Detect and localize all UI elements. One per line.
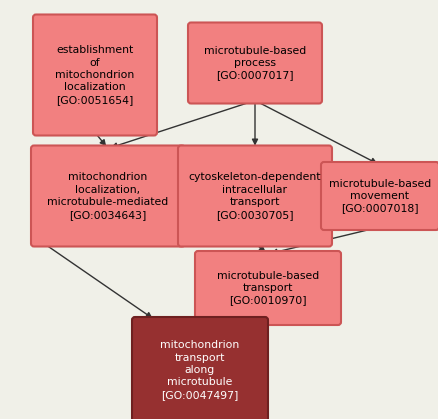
FancyBboxPatch shape xyxy=(194,251,340,325)
Text: microtubule-based
process
[GO:0007017]: microtubule-based process [GO:0007017] xyxy=(203,46,305,80)
Text: microtubule-based
transport
[GO:0010970]: microtubule-based transport [GO:0010970] xyxy=(216,271,318,305)
Text: microtubule-based
movement
[GO:0007018]: microtubule-based movement [GO:0007018] xyxy=(328,178,430,213)
Text: establishment
of
mitochondrion
localization
[GO:0051654]: establishment of mitochondrion localizat… xyxy=(55,45,134,105)
Text: cytoskeleton-dependent
intracellular
transport
[GO:0030705]: cytoskeleton-dependent intracellular tra… xyxy=(188,172,321,220)
FancyBboxPatch shape xyxy=(33,15,157,135)
Text: mitochondrion
localization,
microtubule-mediated
[GO:0034643]: mitochondrion localization, microtubule-… xyxy=(47,172,168,220)
FancyBboxPatch shape xyxy=(320,162,438,230)
FancyBboxPatch shape xyxy=(31,145,184,246)
FancyBboxPatch shape xyxy=(132,317,267,419)
FancyBboxPatch shape xyxy=(187,23,321,103)
Text: mitochondrion
transport
along
microtubule
[GO:0047497]: mitochondrion transport along microtubul… xyxy=(160,340,239,400)
FancyBboxPatch shape xyxy=(177,145,331,246)
